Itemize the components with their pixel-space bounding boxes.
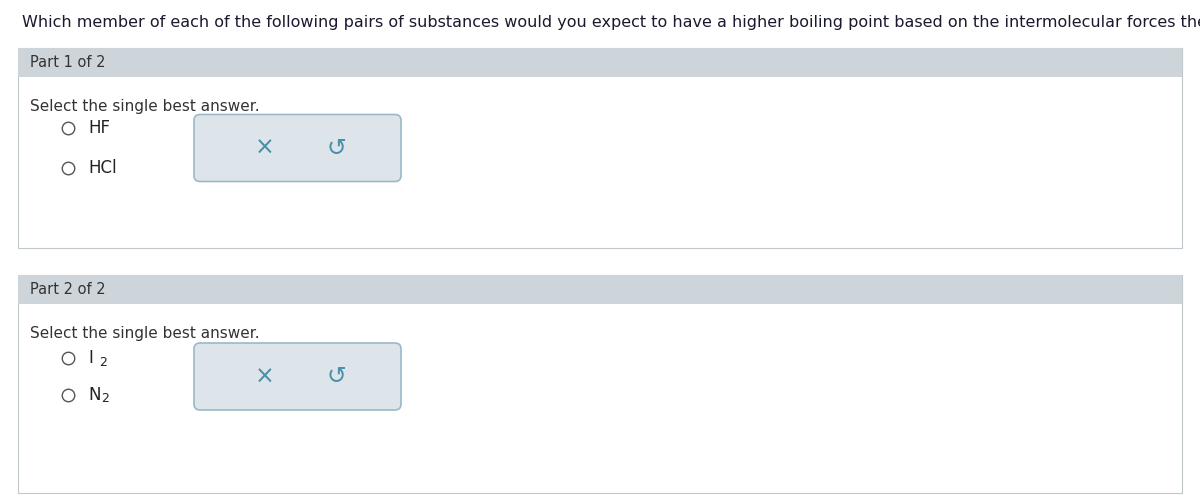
Text: HCl: HCl [88,159,116,177]
Text: Select the single best answer.: Select the single best answer. [30,99,259,114]
Text: ×: × [254,365,275,388]
Text: ↺: ↺ [326,365,347,388]
Text: I: I [88,349,92,367]
Bar [18,48,1182,248]
Text: 2: 2 [101,392,109,405]
Bar [18,48,1182,77]
Bar [18,275,1182,493]
FancyBboxPatch shape [194,343,401,410]
Text: HF: HF [88,119,110,137]
Bar [18,275,1182,304]
Text: ×: × [254,136,275,160]
Text: Which member of each of the following pairs of substances would you expect to ha: Which member of each of the following pa… [22,15,1200,30]
Text: N: N [88,386,101,404]
Text: Select the single best answer.: Select the single best answer. [30,326,259,341]
Text: ↺: ↺ [326,136,347,160]
Text: 2: 2 [98,356,107,369]
Text: Part 2 of 2: Part 2 of 2 [30,282,106,297]
Text: Part 1 of 2: Part 1 of 2 [30,55,106,70]
FancyBboxPatch shape [194,115,401,182]
